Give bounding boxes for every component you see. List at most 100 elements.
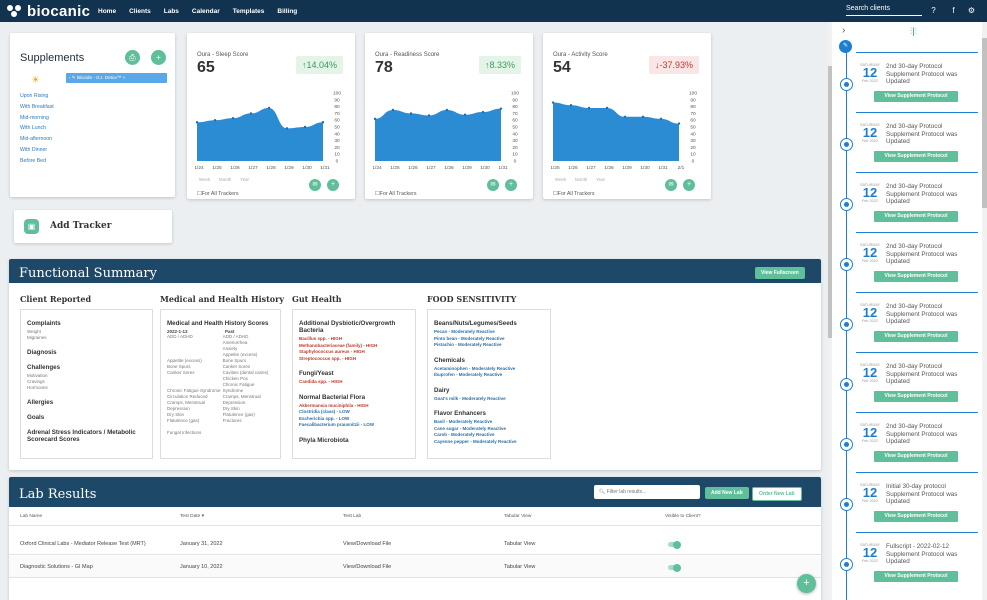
timeslot-item[interactable]: With Lunch [20, 125, 46, 132]
timeslot-item[interactable]: With Dinner [20, 146, 48, 153]
data-point[interactable] [481, 110, 485, 114]
functional-summary-panel: Functional Summary View Fullscreen Clien… [9, 259, 821, 470]
print-icon[interactable]: ⎙ [125, 50, 140, 65]
x-tick-label: 1/30 [302, 165, 312, 171]
y-tick-label: 90 [512, 97, 518, 103]
scroll-thumb[interactable] [828, 66, 832, 338]
edit-icon[interactable]: ✎ [839, 40, 852, 53]
data-point[interactable] [463, 113, 467, 116]
data-point[interactable] [231, 116, 235, 120]
x-tick-label: 1/29 [284, 165, 294, 171]
add-new-lab-button[interactable]: Add New Lab [705, 487, 749, 499]
data-point[interactable] [551, 101, 555, 104]
nav-clients[interactable]: Clients [129, 7, 151, 15]
range-tab-year[interactable]: Year [240, 177, 249, 182]
data-point[interactable] [195, 121, 199, 124]
nav-labs[interactable]: Labs [163, 7, 179, 15]
nav-home[interactable]: Home [98, 7, 117, 15]
add-entry-button[interactable]: + [505, 179, 517, 191]
help-icon[interactable]: ? [931, 6, 936, 15]
range-tab-week[interactable]: Week [555, 177, 567, 182]
collapse-chevron-icon[interactable]: › [842, 25, 846, 36]
timeslot-item[interactable]: Before Bed [20, 157, 46, 164]
order-new-lab-button[interactable]: Order New Lab [752, 487, 802, 501]
tabular-view-link[interactable]: Tabular View [504, 541, 536, 547]
view-supplement-protocol-button[interactable]: View Supplement Protocol [874, 511, 958, 522]
view-supplement-protocol-button[interactable]: View Supplement Protocol [874, 331, 958, 342]
timeline-item: SATURDAY 12 Feb 2022 2nd 30-day Protocol Su… [832, 172, 978, 232]
data-point[interactable] [605, 106, 609, 110]
view-supplement-protocol-button[interactable]: View Supplement Protocol [874, 151, 958, 162]
data-point[interactable] [409, 112, 413, 115]
data-point[interactable] [373, 117, 377, 121]
range-tab-week[interactable]: Week [199, 177, 211, 182]
view-supplement-protocol-button[interactable]: View Supplement Protocol [874, 271, 958, 282]
data-point[interactable] [427, 114, 431, 117]
timeline-text: 2nd 30-day Protocol Supplement Protocol … [886, 363, 958, 385]
col-test-date[interactable]: Test Date ▾ [180, 514, 205, 519]
add-entry-button[interactable]: + [327, 179, 339, 191]
supplement-chip[interactable]: ‹ ✎ Biocide - G.I. Detox™ + [66, 73, 167, 83]
view-fullscreen-button[interactable]: View Fullscreen [755, 267, 805, 279]
col-lab-name[interactable]: Lab Name [20, 514, 43, 519]
add-entry-button[interactable]: + [683, 179, 695, 191]
timeline-day: 12 [862, 485, 878, 500]
chat-icon[interactable]: ✉ [309, 179, 321, 191]
download-link[interactable]: View/Download File [343, 541, 392, 547]
nav-templates[interactable]: Templates [232, 7, 265, 15]
facebook-icon[interactable]: f [952, 6, 955, 15]
range-tab-year[interactable]: Year [596, 177, 605, 182]
download-link[interactable]: View/Download File [343, 564, 392, 570]
for-all-trackers-checkbox[interactable]: ☐For All Trackers [375, 191, 417, 197]
view-supplement-protocol-button[interactable]: View Supplement Protocol [874, 571, 958, 582]
data-point[interactable] [267, 106, 271, 110]
data-point[interactable] [641, 115, 645, 118]
for-all-trackers-checkbox[interactable]: ☐For All Trackers [553, 191, 595, 197]
nav-calendar[interactable]: Calendar [191, 7, 220, 15]
tabular-view-link[interactable]: Tabular View [504, 564, 536, 570]
floating-add-button[interactable]: + [797, 574, 816, 593]
search-input[interactable]: Search clients [846, 5, 922, 16]
filter-sliders-icon[interactable]: ⫶|⫶ [910, 26, 917, 36]
data-point[interactable] [213, 119, 217, 122]
visible-toggle[interactable] [668, 540, 681, 549]
add-tracker-card[interactable]: ▣ Add Tracker [14, 210, 172, 243]
data-point[interactable] [321, 121, 325, 124]
chat-icon[interactable]: ✉ [487, 179, 499, 191]
data-point[interactable] [659, 117, 663, 121]
for-all-trackers-checkbox[interactable]: ☐For All Trackers [197, 191, 239, 197]
data-point[interactable] [445, 108, 449, 112]
chat-icon[interactable]: ✉ [665, 179, 677, 191]
data-point[interactable] [587, 106, 591, 110]
gear-icon[interactable]: ⚙ [967, 6, 976, 15]
data-point[interactable] [623, 115, 627, 118]
data-point[interactable] [391, 108, 395, 112]
data-point[interactable] [285, 127, 289, 130]
data-point[interactable] [499, 107, 503, 110]
top-navbar: biocanic Home Clients Labs Calendar Temp… [0, 0, 987, 22]
timeslot-item[interactable]: Upon Rising [20, 93, 49, 99]
range-tab-month[interactable]: Month [219, 177, 232, 182]
view-supplement-protocol-button[interactable]: View Supplement Protocol [874, 451, 958, 462]
data-point[interactable] [303, 125, 307, 129]
timeslot-item[interactable]: Mid-afternoon [20, 136, 53, 143]
view-supplement-protocol-button[interactable]: View Supplement Protocol [874, 211, 958, 222]
brand-logo[interactable]: biocanic [6, 3, 94, 20]
data-point[interactable] [249, 112, 253, 115]
add-supplement-button[interactable]: + [151, 50, 166, 65]
data-point[interactable] [569, 104, 573, 107]
range-tab-month[interactable]: Month [575, 177, 588, 182]
section-heading: Challenges [27, 364, 61, 371]
condition-item: Flatulence (gas) [167, 418, 200, 423]
view-supplement-protocol-button[interactable]: View Supplement Protocol [874, 91, 958, 102]
view-supplement-protocol-button[interactable]: View Supplement Protocol [874, 391, 958, 402]
nav-billing[interactable]: Billing [277, 7, 298, 15]
filter-input[interactable]: 🔍︎ Filter lab results... [594, 485, 700, 499]
data-point[interactable] [677, 122, 681, 125]
visible-toggle[interactable] [668, 563, 681, 572]
timeslot-item[interactable]: Mid-morning [20, 114, 49, 121]
timeslot-item[interactable]: With Breakfast [20, 103, 54, 110]
timeline-scrollbar[interactable] [982, 22, 987, 600]
scroll-thumb[interactable] [982, 38, 987, 208]
main-scrollbar[interactable] [828, 22, 832, 600]
